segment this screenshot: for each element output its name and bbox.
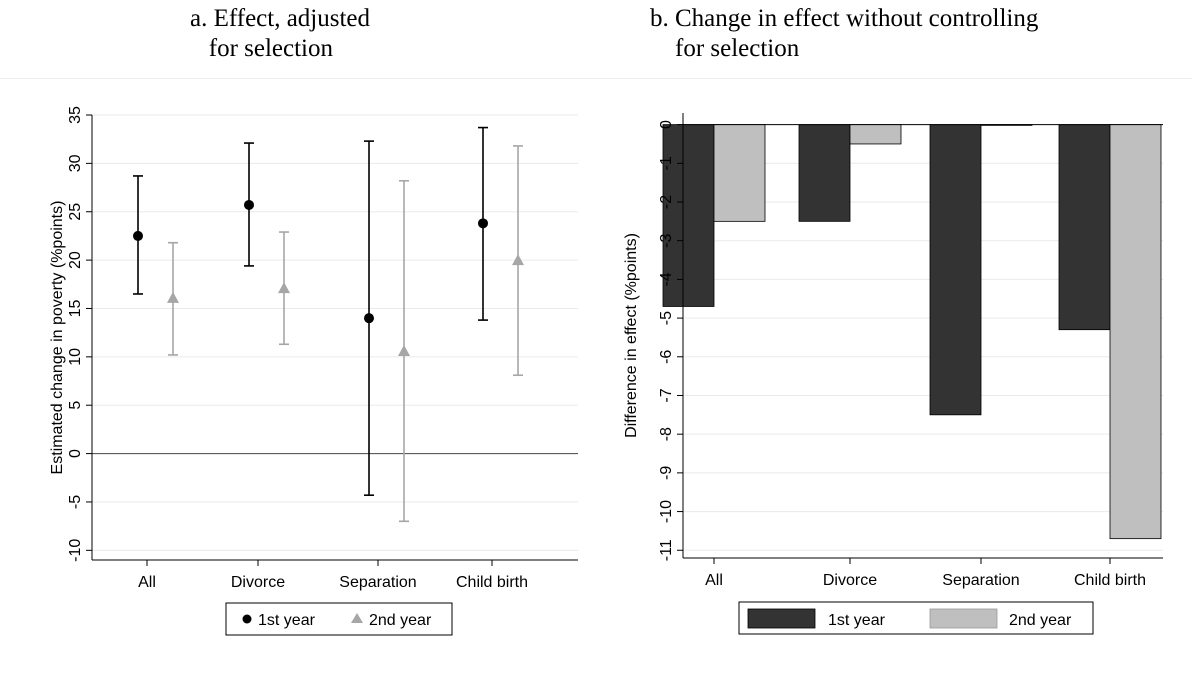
y-tick-label: 0: [658, 120, 675, 129]
data-point: [364, 313, 374, 324]
data-point: [478, 218, 488, 229]
panel-a-title: a. Effect, adjusted for selection: [190, 5, 371, 62]
legend-label: 2nd year: [1009, 612, 1072, 629]
bar: [1058, 124, 1111, 331]
bar: [713, 124, 766, 222]
bar: [849, 124, 902, 145]
legend-swatch: [747, 608, 816, 629]
legend-marker: [351, 613, 363, 623]
legend-label: 1st year: [828, 612, 886, 629]
x-tick-label: Separation: [942, 572, 1019, 589]
y-tick-label: 15: [67, 299, 84, 317]
y-tick-label: 10: [67, 348, 84, 366]
x-tick-label: Child birth: [1074, 572, 1146, 589]
legend-label: 1st year: [258, 612, 316, 629]
x-tick-label: All: [138, 574, 156, 591]
y-tick-label: 25: [67, 203, 84, 221]
legend-swatch: [929, 608, 998, 629]
y-axis-label: Estimated change in poverty (%points): [49, 201, 66, 475]
y-tick-label: -2: [658, 195, 675, 209]
panel-b-title: b. Change in effect without controlling …: [650, 5, 1039, 62]
y-tick-label: 5: [67, 401, 84, 410]
legend-marker: [242, 614, 252, 624]
data-point: [244, 199, 254, 210]
y-tick-label: -3: [658, 233, 675, 247]
y-tick-label: -4: [658, 272, 675, 286]
y-tick-label: 30: [67, 154, 84, 172]
data-point: [398, 345, 410, 357]
x-tick-label: Divorce: [823, 572, 877, 589]
x-tick-label: Separation: [339, 574, 416, 591]
panel-a-chart: -10 -5 0 5 10 15 20 25 30 35 Estimated change in p…: [49, 106, 578, 636]
data-point: [512, 254, 524, 266]
x-tick-label: Divorce: [231, 574, 285, 591]
data-point: [133, 230, 143, 241]
y-tick-label: -10: [658, 500, 675, 523]
y-tick-label: 35: [67, 106, 84, 124]
bar: [1109, 124, 1162, 540]
legend-label: 2nd year: [369, 612, 432, 629]
y-tick-label: -6: [658, 350, 675, 364]
y-axis-label: Difference in effect (%points): [623, 233, 640, 438]
y-tick-label: 0: [67, 449, 84, 458]
x-tick-label: Child birth: [456, 574, 528, 591]
data-point: [278, 282, 290, 294]
bar: [798, 124, 851, 222]
y-tick-label: 20: [67, 251, 84, 269]
legend-box: [225, 602, 453, 636]
y-tick-label: -1: [658, 156, 675, 170]
title-divider: [0, 78, 1192, 79]
y-tick-label: -5: [658, 311, 675, 325]
x-tick-label: All: [705, 572, 723, 589]
bar: [929, 124, 982, 416]
y-tick-label: -8: [658, 427, 675, 441]
y-tick-label: -11: [658, 539, 675, 561]
y-tick-label: -10: [67, 539, 84, 562]
data-point: [167, 291, 179, 303]
y-tick-label: -7: [658, 388, 675, 402]
y-tick-label: -5: [67, 495, 84, 509]
y-tick-label: -9: [658, 466, 675, 480]
